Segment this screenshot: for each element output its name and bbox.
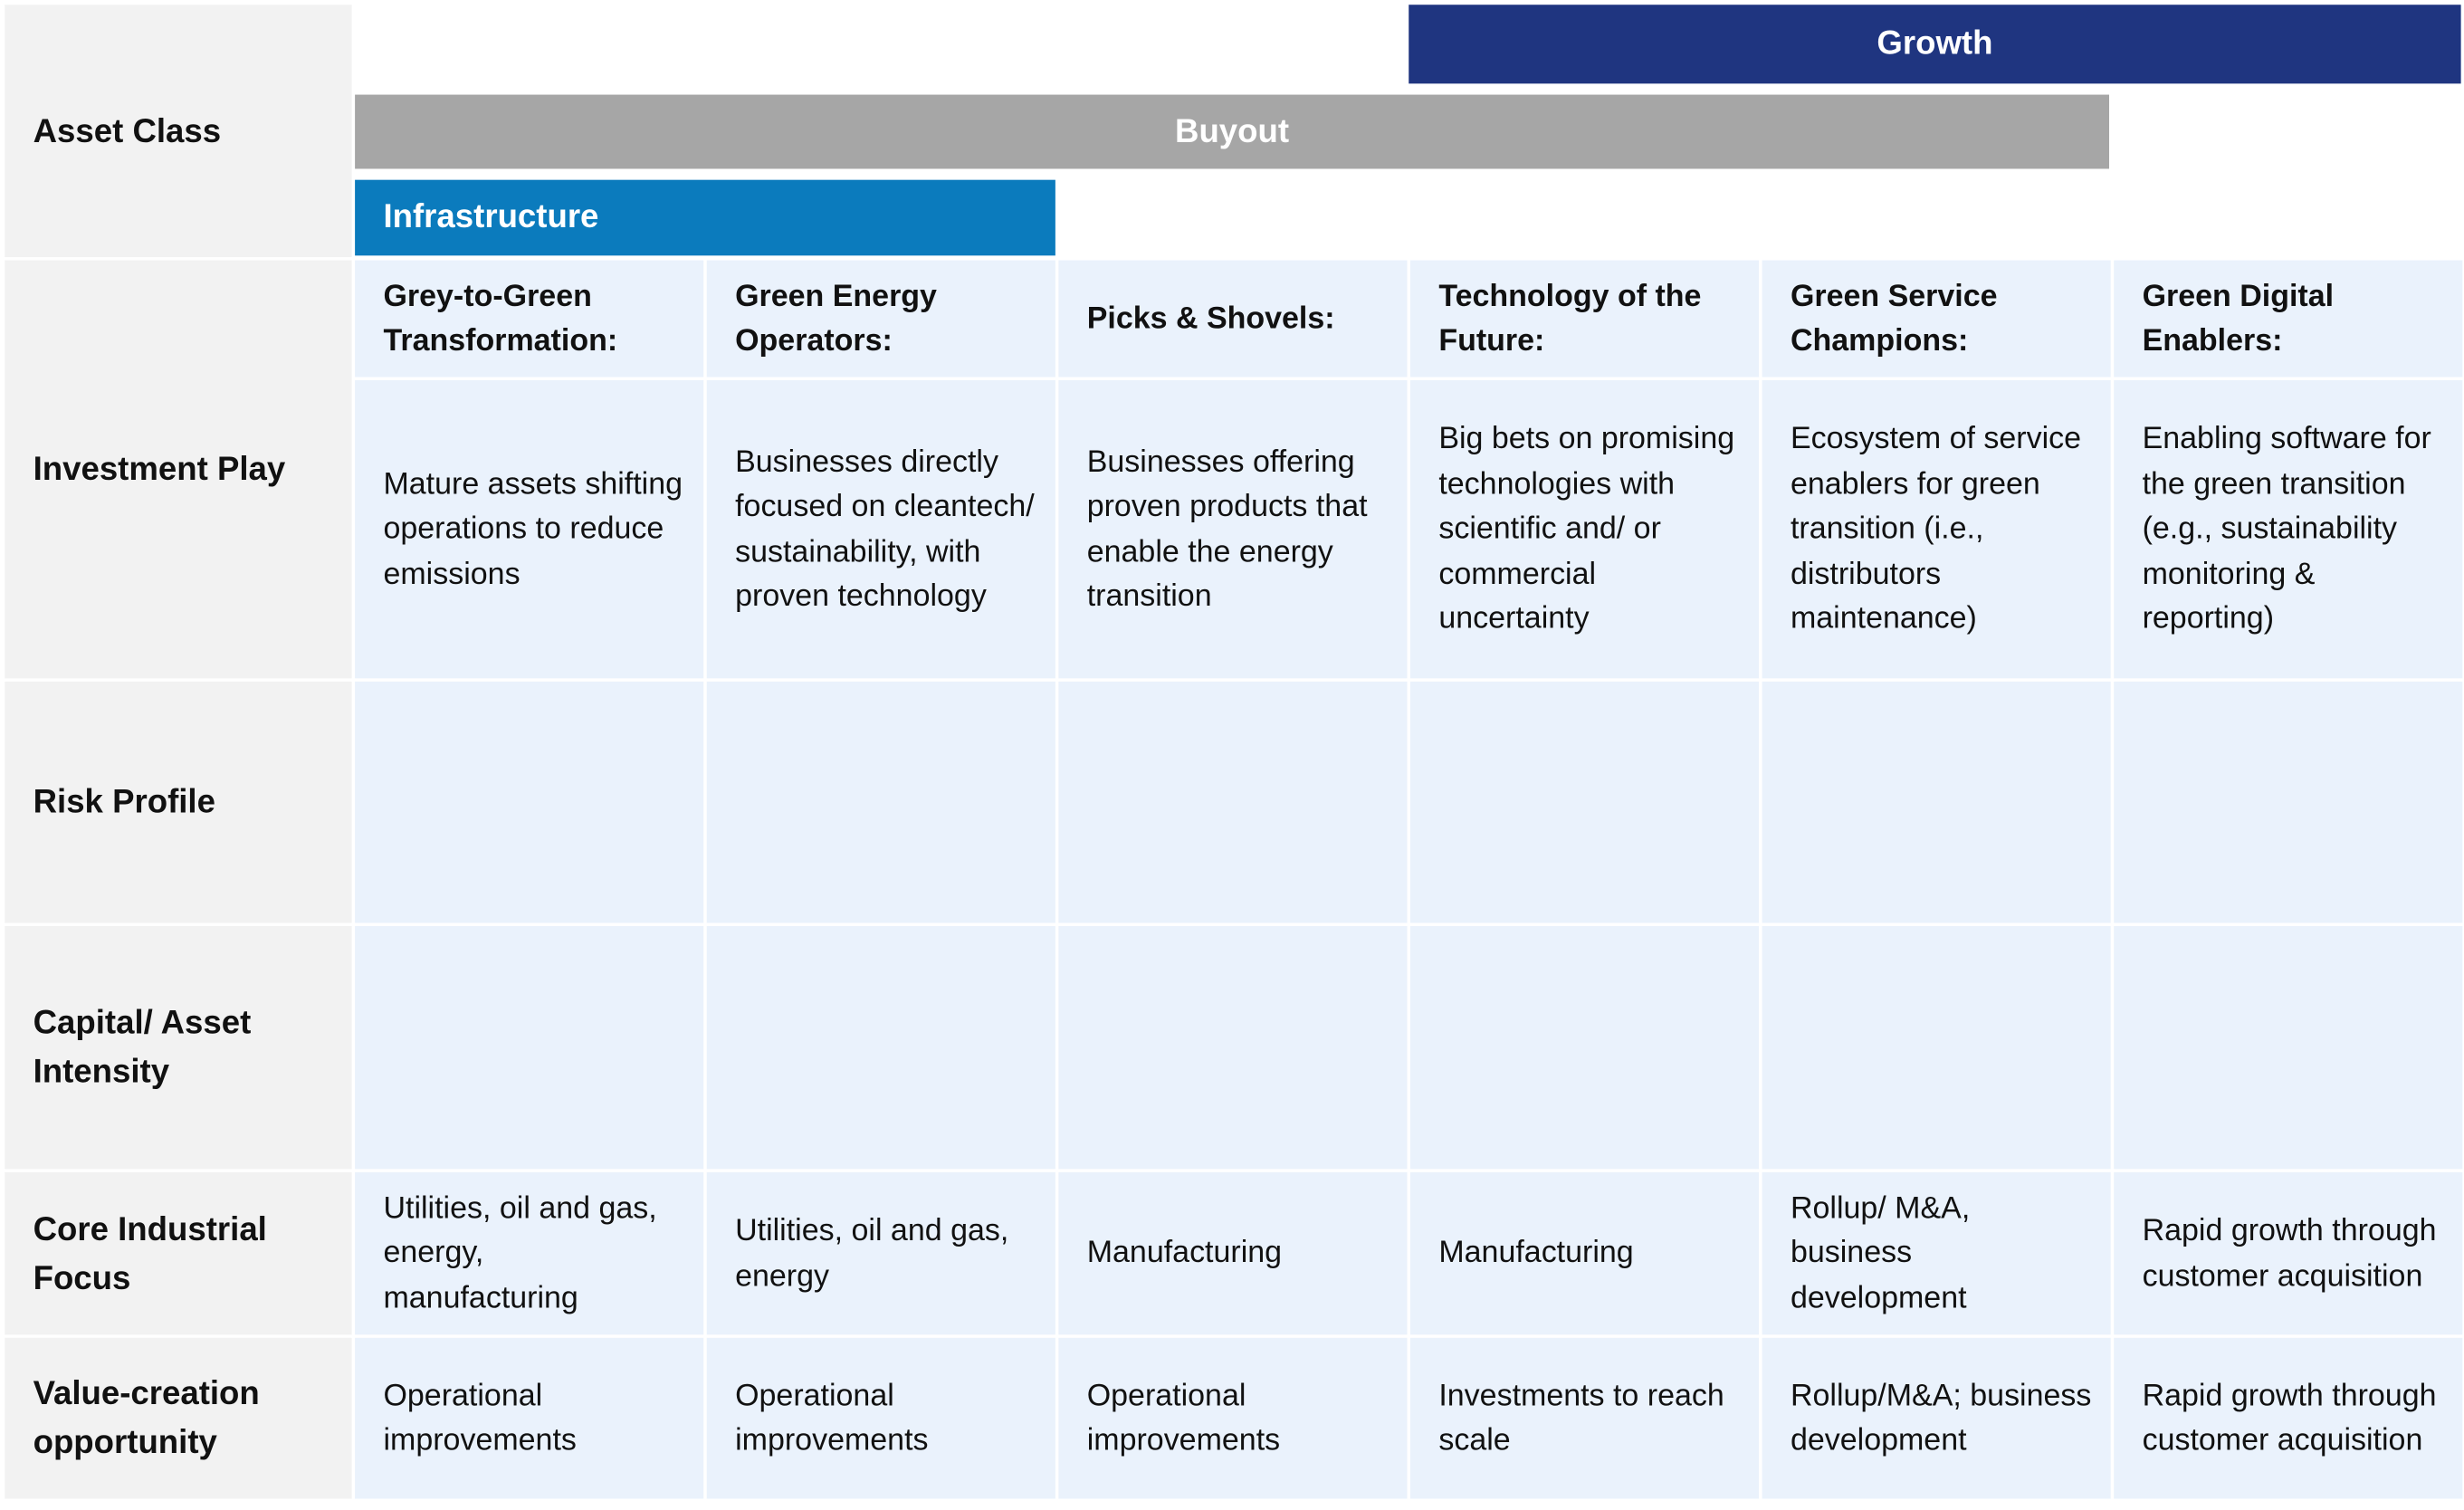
value-creation: Rapid growth through customer acquisitio… [2114,1337,2463,1499]
risk-cell [2114,681,2463,923]
row-label: Investment Play [5,260,352,679]
play-description: Businesses offering proven products that… [1058,379,1408,679]
core-focus: Manufacturing [1409,1171,1760,1335]
value-creation: Investments to reach scale [1409,1337,1760,1499]
table: Growth Buyout Infrastructure Asset Class In… [5,5,2463,1499]
row-label: Asset Class [5,5,352,258]
value-creation: Rollup/M&A; business development [1762,1337,2111,1499]
asset-class-bars: Growth Buyout Infrastructure [355,5,2463,258]
asset-class-bar: Buyout [355,94,2109,169]
play-description: Big bets on promising technologies with … [1409,379,1760,679]
risk-cell [706,681,1055,923]
risk-cell [1409,681,1760,923]
play-title: Technology of the Future: [1409,260,1760,378]
value-creation: Operational improvements [706,1337,1055,1499]
play-title: Green Service Champions: [1762,260,2111,378]
risk-cell [355,681,704,923]
play-description: Businesses directly focused on cleantech… [706,379,1055,679]
play-title: Green Digital Enablers: [2114,260,2463,378]
core-focus: Utilities, oil and gas, energy, manufact… [355,1171,704,1335]
core-focus: Utilities, oil and gas, energy [706,1171,1055,1335]
play-title: Picks & Shovels: [1058,260,1408,378]
play-title: Grey-to-Green Transformation: [355,260,704,378]
asset-class-bar: Growth [1409,5,2461,84]
row-label: Core Industrial Focus [5,1171,352,1335]
row-label: Value-creation opportunity [5,1337,352,1499]
play-title: Green Energy Operators: [706,260,1055,378]
capital-cell [1058,925,1408,1170]
row-label: Risk Profile [5,681,352,923]
capital-cell [2114,925,2463,1170]
play-description: Mature assets shifting operations to red… [355,379,704,679]
risk-cell [1058,681,1408,923]
core-focus: Rollup/ M&A, business development [1762,1171,2111,1335]
risk-cell [1762,681,2111,923]
capital-cell [1762,925,2111,1170]
asset-class-bar: Infrastructure [355,179,1055,256]
capital-cell [355,925,704,1170]
value-creation: Operational improvements [355,1337,704,1499]
play-description: Ecosystem of service enablers for green … [1762,379,2111,679]
row-label: Capital/ Asset Intensity [5,925,352,1170]
capital-cell [706,925,1055,1170]
core-focus: Manufacturing [1058,1171,1408,1335]
capital-cell [1409,925,1760,1170]
core-focus: Rapid growth through customer acquisitio… [2114,1171,2463,1335]
value-creation: Operational improvements [1058,1337,1408,1499]
play-description: Enabling software for the green transiti… [2114,379,2463,679]
